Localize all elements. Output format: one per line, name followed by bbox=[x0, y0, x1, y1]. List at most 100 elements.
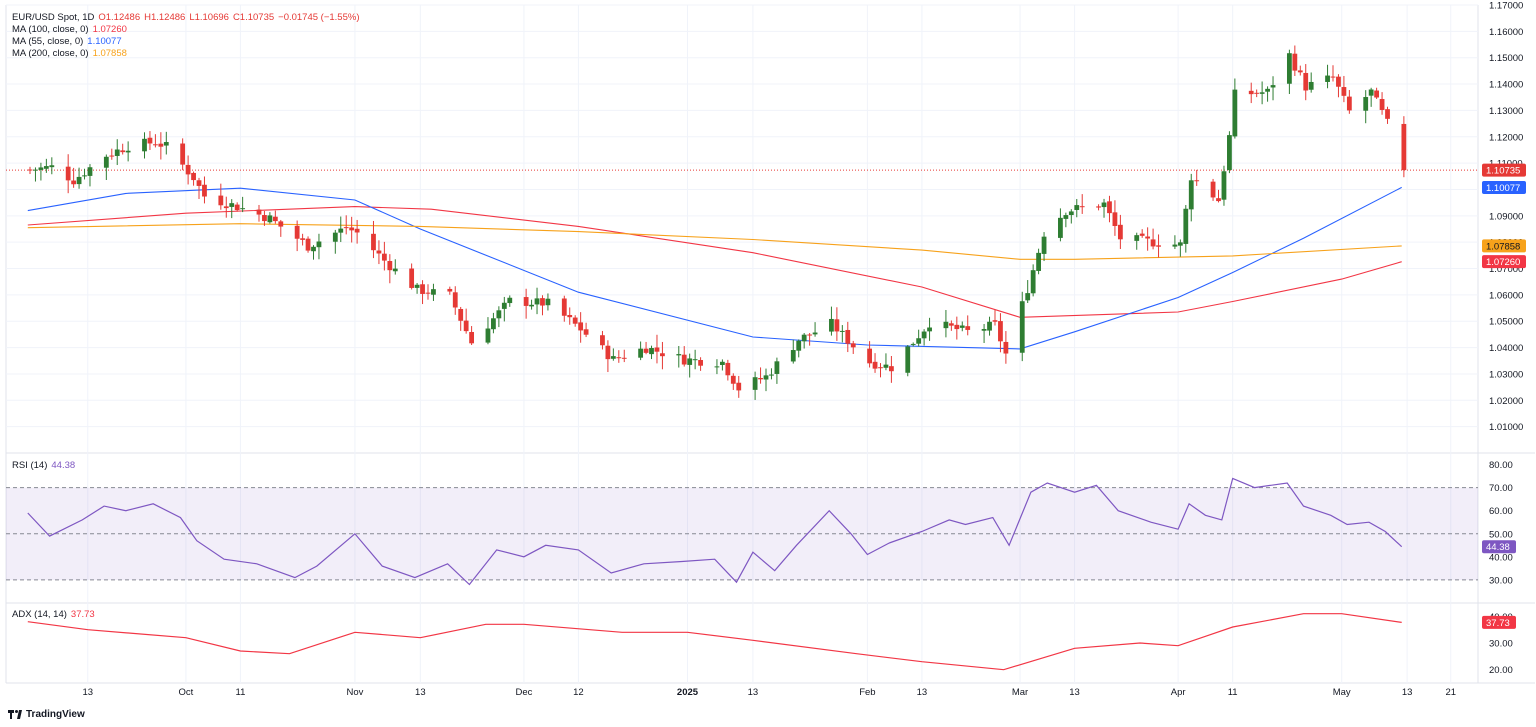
candle-down bbox=[71, 180, 77, 185]
candle-down bbox=[1003, 341, 1009, 354]
candle-down bbox=[561, 298, 567, 316]
rsi-legend[interactable]: RSI (14) 44.38 bbox=[12, 460, 79, 472]
rsi-tick-label: 70.00 bbox=[1489, 483, 1513, 494]
candle-down bbox=[1194, 180, 1200, 182]
candle-up bbox=[87, 167, 93, 176]
last-price-badge-label: 1.10735 bbox=[1486, 166, 1520, 177]
time-tick-label: 13 bbox=[917, 687, 928, 698]
tradingview-logo[interactable]: TradingView bbox=[8, 709, 85, 720]
candle-down bbox=[463, 320, 469, 332]
symbol-title[interactable]: EUR/USD Spot, 1D bbox=[12, 12, 95, 23]
candle-up bbox=[1265, 88, 1270, 92]
candle-down bbox=[300, 238, 305, 240]
candle-up bbox=[311, 246, 316, 252]
candle-up bbox=[507, 297, 513, 304]
candle-up bbox=[763, 375, 769, 380]
candle-down bbox=[725, 362, 731, 376]
ma100-label: MA (100, close, 0) bbox=[12, 24, 89, 35]
candle-down bbox=[834, 319, 840, 332]
candle-up bbox=[414, 284, 420, 288]
candle-down bbox=[354, 228, 360, 233]
ma200-line bbox=[27, 223, 1402, 260]
ma100-line bbox=[27, 206, 1402, 318]
candle-up bbox=[163, 142, 169, 146]
candle-up bbox=[774, 361, 780, 374]
candle-up bbox=[1221, 171, 1227, 200]
candle-down bbox=[660, 353, 665, 357]
ma100-badge bbox=[1482, 255, 1526, 269]
time-tick-label: Dec bbox=[515, 687, 532, 698]
candle-down bbox=[965, 326, 971, 330]
candle-down bbox=[469, 331, 475, 344]
candle-up bbox=[959, 325, 965, 328]
candle-down bbox=[1336, 76, 1341, 87]
candle-down bbox=[600, 335, 605, 346]
candle-down bbox=[27, 169, 33, 171]
candle-up bbox=[529, 304, 534, 307]
candle-down bbox=[1374, 90, 1380, 98]
ohlc-high: H1.12486 bbox=[144, 12, 186, 23]
candle-down bbox=[1145, 236, 1151, 239]
candle-down bbox=[343, 227, 349, 229]
grid-lines bbox=[6, 4, 1478, 683]
candle-down bbox=[387, 261, 393, 271]
rsi-tick-label: 50.00 bbox=[1489, 529, 1513, 540]
candle-down bbox=[758, 377, 763, 380]
candle-up bbox=[240, 208, 246, 210]
candle-up bbox=[638, 348, 644, 358]
candle-up bbox=[338, 228, 344, 233]
rsi-tick-label: 80.00 bbox=[1489, 460, 1513, 471]
time-tick-label: May bbox=[1333, 687, 1351, 698]
candle-up bbox=[1019, 301, 1025, 353]
adx-line bbox=[27, 613, 1402, 671]
candle-up bbox=[1259, 92, 1265, 94]
candle-down bbox=[583, 329, 589, 335]
candle-up bbox=[229, 203, 235, 207]
candle-up bbox=[1134, 235, 1140, 241]
price-tick-label: 1.05000 bbox=[1489, 317, 1523, 328]
candle-up bbox=[392, 268, 398, 272]
candle-up bbox=[1188, 180, 1194, 210]
rsi-badge-label: 44.38 bbox=[1486, 542, 1510, 553]
candle-up bbox=[1030, 270, 1036, 294]
candle-down bbox=[1303, 72, 1309, 91]
candle-up bbox=[114, 149, 120, 156]
price-axis[interactable]: 1.17000 1.16000 1.15000 1.14000 1.13000 1.120… bbox=[1482, 1, 1526, 434]
candle-down bbox=[878, 367, 883, 369]
candle-down bbox=[698, 359, 703, 366]
candle-up bbox=[431, 289, 436, 295]
candle-down bbox=[948, 323, 954, 326]
adx-legend[interactable]: ADX (14, 14) 37.73 bbox=[12, 609, 99, 621]
candle-up bbox=[790, 350, 796, 362]
time-tick-label: Feb bbox=[859, 687, 875, 698]
candle-down bbox=[262, 215, 267, 222]
ma200-legend[interactable]: MA (200, close, 0) 1.07858 bbox=[12, 48, 131, 60]
time-axis[interactable]: 13 Oct 11 Nov 13 Dec 12 2025 13 Feb 13 Mar 13 Apr 11 Ma… bbox=[82, 687, 1456, 698]
ma100-legend[interactable]: MA (100, close, 0) 1.07260 bbox=[12, 24, 131, 36]
rsi-badge bbox=[1482, 540, 1516, 554]
ohlc-change: −0.01745 (−1.55%) bbox=[278, 12, 360, 23]
candle-down bbox=[1297, 70, 1303, 73]
tradingview-brand: TradingView bbox=[26, 709, 85, 720]
candle-up bbox=[1227, 135, 1232, 171]
ohlc-open: O1.12486 bbox=[98, 12, 141, 23]
symbol-legend[interactable]: EUR/USD Spot, 1D O1.12486 H1.12486 L1.10696… bbox=[12, 12, 363, 24]
candle-down bbox=[191, 172, 196, 181]
candle-up bbox=[491, 318, 496, 330]
ma200-badge-label: 1.07858 bbox=[1486, 241, 1520, 252]
candle-up bbox=[316, 241, 322, 248]
candle-down bbox=[1216, 198, 1221, 202]
candle-up bbox=[829, 318, 834, 332]
candle-up bbox=[33, 169, 38, 171]
candle-up bbox=[1063, 215, 1069, 219]
candle-up bbox=[927, 327, 932, 332]
ma200-label: MA (200, close, 0) bbox=[12, 48, 89, 59]
candle-up bbox=[812, 332, 818, 335]
time-tick-label: 21 bbox=[1445, 687, 1456, 698]
rsi-panel: 80.00 70.00 60.00 50.00 40.00 30.00 44.38 bbox=[6, 460, 1516, 586]
candle-up bbox=[82, 175, 87, 177]
candle-down bbox=[1341, 87, 1347, 96]
candle-up bbox=[796, 340, 802, 351]
ma55-legend[interactable]: MA (55, close, 0) 1.10077 bbox=[12, 36, 126, 48]
